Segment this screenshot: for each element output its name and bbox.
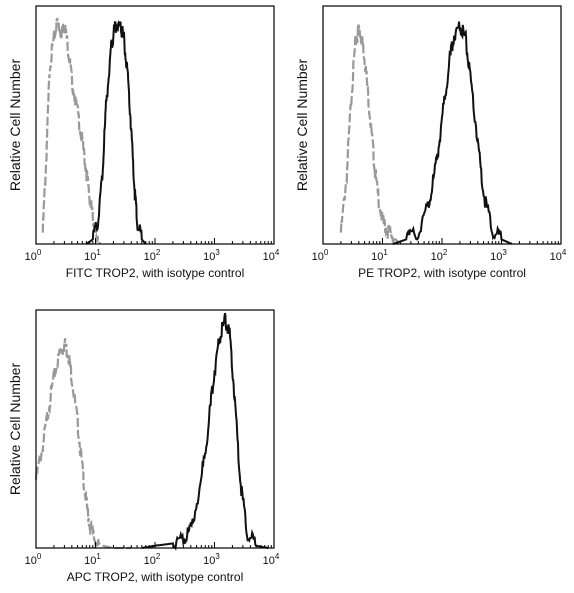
x-tick-label: 104 [263, 552, 280, 567]
plot-area [41, 17, 147, 245]
x-axis-label: PE TROP2, with isotype control [358, 266, 526, 280]
x-tick-label: 100 [25, 248, 42, 263]
x-tick-label: 102 [144, 552, 161, 567]
y-axis-label: Relative Cell Number [294, 59, 310, 192]
plot-frame [35, 5, 275, 245]
plot-area [339, 21, 513, 245]
x-axis-ticks: 100 101 102 103 104 [312, 238, 567, 263]
x-tick-label: 103 [490, 248, 507, 263]
isotype-control-curve [339, 24, 402, 245]
chart-panel-fitc: 100 101 102 103 104 Relative Cell Number FIT… [7, 5, 280, 280]
x-tick-label: 102 [431, 248, 448, 263]
x-tick-label: 103 [203, 552, 220, 567]
x-tick-label: 100 [312, 248, 329, 263]
x-tick-label: 104 [550, 248, 567, 263]
x-axis-label: APC TROP2, with isotype control [67, 570, 244, 584]
x-tick-label: 100 [25, 552, 42, 567]
x-axis-label: FITC TROP2, with isotype control [66, 266, 245, 280]
x-tick-label: 102 [144, 248, 161, 263]
x-tick-label: 101 [371, 248, 388, 263]
y-axis-label: Relative Cell Number [7, 363, 23, 496]
x-tick-label: 101 [84, 248, 101, 263]
x-tick-label: 101 [84, 552, 101, 567]
chart-panel-apc: 100 101 102 103 104 Relative Cell Number APC… [7, 309, 280, 584]
isotype-control-curve [41, 17, 102, 245]
plot-area [34, 312, 269, 551]
x-axis-ticks: 100 101 102 103 104 [25, 542, 280, 567]
trop2-curve [392, 21, 513, 245]
chart-panel-pe: 100 101 102 103 104 Relative Cell Number PE … [294, 5, 567, 280]
x-axis-ticks: 100 101 102 103 104 [25, 238, 280, 263]
x-tick-label: 104 [263, 248, 280, 263]
trop2-curve [141, 312, 269, 551]
isotype-control-curve [34, 338, 132, 550]
y-axis-label: Relative Cell Number [7, 59, 23, 192]
plot-frame [35, 309, 275, 549]
trop2-curve [85, 20, 147, 245]
x-tick-label: 103 [203, 248, 220, 263]
